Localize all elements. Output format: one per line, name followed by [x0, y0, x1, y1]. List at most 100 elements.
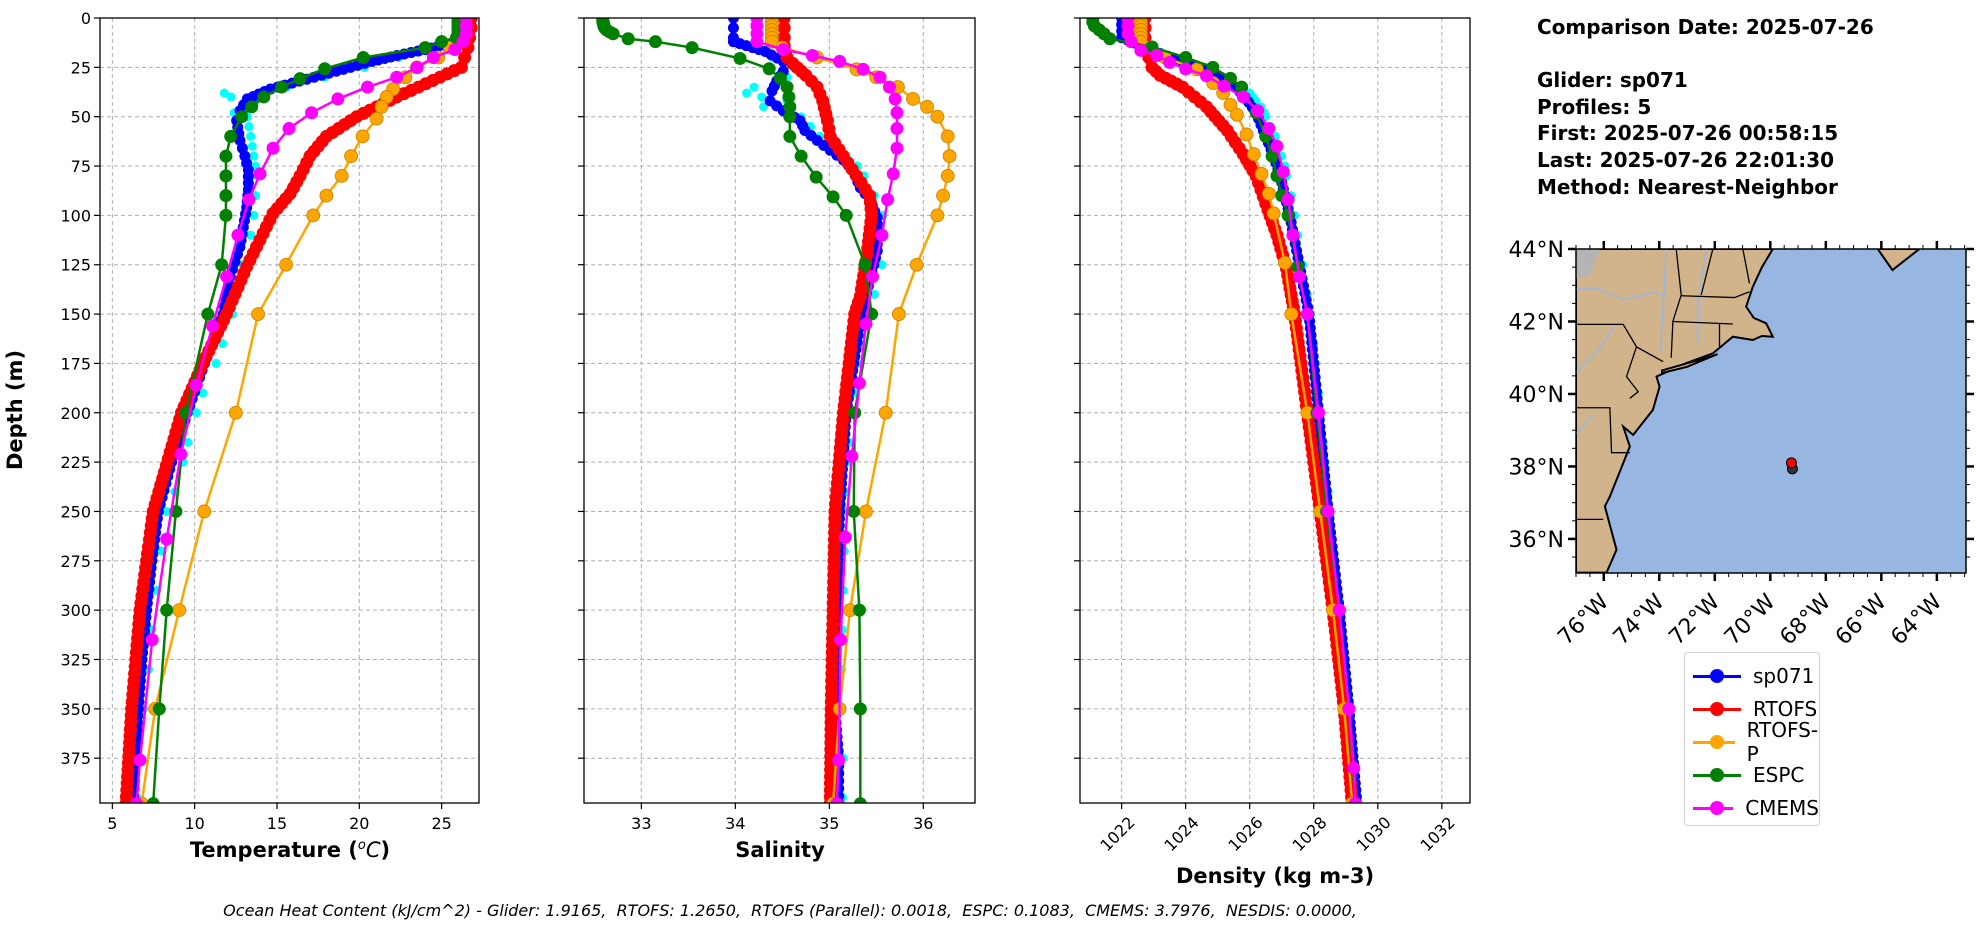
series-group — [119, 18, 478, 803]
data-point-rtofs-p — [930, 109, 945, 124]
data-point-rtofs-p — [1284, 307, 1299, 321]
data-point-rtofs-p — [306, 208, 321, 223]
data-point-cmems — [1262, 122, 1276, 136]
data-point-cmems — [160, 532, 174, 546]
legend: sp071 RTOFS RTOFS-P ESPC CMEMS — [1684, 652, 1820, 826]
glider-name: Glider: sp071 — [1537, 68, 1688, 93]
data-point-cmems — [1251, 104, 1265, 118]
x-tick-label: 1030 — [1353, 813, 1395, 855]
lon-tick-label: 74°W — [1609, 589, 1670, 650]
data-point-cmems — [174, 447, 188, 461]
data-point-cmems — [750, 35, 764, 49]
data-point-cmems — [189, 378, 203, 392]
legend-item: sp071 — [1693, 659, 1819, 692]
data-point-espc — [160, 603, 174, 617]
x-tick-label: 1024 — [1160, 813, 1202, 855]
y-tick-label: 250 — [60, 502, 91, 521]
data-point-espc — [809, 170, 823, 184]
legend-item: CMEMS — [1693, 791, 1819, 824]
data-point-rtofs — [458, 50, 472, 64]
data-point-cmems — [888, 92, 902, 106]
data-point-cmems — [1179, 62, 1193, 76]
legend-label: RTOFS — [1753, 696, 1818, 721]
data-point-cmems — [838, 530, 852, 544]
axes-frame — [583, 17, 976, 804]
lon-tick-label: 68°W — [1775, 589, 1836, 650]
panel-density: 1022 1024 1026 1028 1030 1032 — [1074, 17, 1471, 855]
data-point-sp071-individual-profiles — [198, 388, 208, 398]
x-tick-label: 1022 — [1096, 813, 1138, 855]
profile-count: Profiles: 5 — [1537, 94, 1652, 119]
data-point-rtofs-p — [334, 169, 349, 183]
data-point-rtofs-p — [859, 504, 873, 519]
legend-swatch-icon — [1693, 732, 1735, 752]
comparison-date: Comparison Date: 2025-07-26 — [1537, 15, 1874, 39]
data-point-sp071-individual-profiles — [244, 122, 254, 132]
data-point-espc — [219, 149, 233, 163]
legend-item: RTOFS — [1693, 692, 1819, 725]
data-point-espc — [152, 702, 166, 716]
data-point-cmems — [205, 319, 219, 333]
data-point-cmems — [448, 43, 462, 57]
data-point-sp071-individual-profiles — [742, 88, 752, 98]
x-tick-label: 1028 — [1288, 813, 1330, 855]
legend-item: RTOFS-P — [1693, 718, 1819, 766]
data-point-espc — [648, 35, 662, 49]
data-point-sp071-individual-profiles — [877, 260, 887, 270]
data-point-cmems — [266, 141, 280, 155]
y-tick-label: 375 — [60, 749, 91, 768]
data-point-cmems — [866, 270, 880, 284]
data-point-rtofs-p — [920, 99, 934, 114]
data-point-cmems — [1163, 55, 1177, 69]
state-border — [1742, 249, 1751, 284]
y-axis-label: Depth (m) — [3, 349, 27, 471]
data-point-espc — [783, 100, 797, 114]
x-tick-label: 1032 — [1417, 813, 1459, 855]
data-point-cmems — [1286, 228, 1300, 242]
data-point-sp071-individual-profiles — [219, 88, 229, 98]
data-point-sp071-individual-profiles — [749, 82, 759, 92]
x-tick-label: 35 — [819, 814, 839, 833]
data-point-espc — [839, 208, 853, 222]
legend-swatch-icon — [1693, 798, 1734, 818]
y-tick-label: 300 — [60, 601, 91, 620]
data-point-sp071-individual-profiles — [183, 437, 193, 447]
data-point-rtofs-p — [906, 92, 920, 106]
data-point-rtofs-p — [374, 99, 389, 114]
x-tick-label: 1026 — [1224, 813, 1266, 855]
data-point-espc — [146, 797, 160, 803]
data-point-rtofs-p — [878, 405, 893, 420]
lat-tick-label: 40°N — [1509, 383, 1564, 408]
y-tick-label: 125 — [60, 256, 91, 275]
state-border — [1681, 291, 1750, 299]
data-point-cmems — [1270, 139, 1284, 153]
panel-salinity: 33 34 35 36 — [578, 17, 976, 833]
state-border — [1700, 249, 1714, 296]
data-point-espc — [853, 702, 867, 716]
y-tick-label: 175 — [60, 354, 91, 373]
lon-tick-label: 70°W — [1720, 589, 1781, 650]
y-tick-label: 350 — [60, 700, 91, 719]
data-point-sp071 — [727, 22, 739, 34]
data-point-cmems — [1348, 797, 1362, 803]
glider-position-marker — [1785, 457, 1797, 469]
data-point-rtofs-p — [251, 307, 265, 321]
data-point-sp071-individual-profiles — [249, 210, 259, 220]
data-point-cmems — [1321, 504, 1335, 518]
data-point-rtofs-p — [1262, 186, 1276, 201]
data-point-rtofs-p — [1223, 97, 1238, 112]
data-point-cmems — [1281, 193, 1295, 207]
data-point-cmems — [410, 60, 424, 74]
data-point-cmems — [426, 50, 440, 64]
first-profile-time: First: 2025-07-26 00:58:15 — [1537, 121, 1839, 146]
data-point-cmems — [882, 80, 896, 94]
legend-label: CMEMS — [1745, 795, 1819, 820]
lat-tick-label: 42°N — [1509, 310, 1564, 335]
data-point-espc — [293, 72, 307, 86]
data-point-cmems — [834, 633, 848, 647]
lon-tick-label: 64°W — [1886, 589, 1947, 650]
x-tick-label: 5 — [107, 814, 117, 833]
data-point-espc — [1235, 80, 1249, 94]
data-point-cmems — [1199, 69, 1213, 83]
data-point-espc — [418, 41, 432, 55]
